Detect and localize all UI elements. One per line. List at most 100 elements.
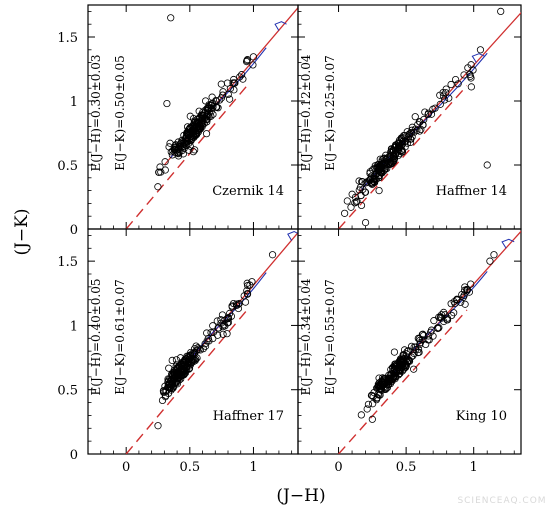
data-point bbox=[466, 70, 474, 79]
data-point bbox=[435, 324, 443, 332]
data-point bbox=[394, 139, 403, 147]
cluster-name-label: Haffner 17 bbox=[213, 409, 284, 424]
data-point bbox=[224, 318, 233, 327]
data-point bbox=[202, 130, 211, 138]
panel-1: 0 0.5 1 1.5 E(J−H)=0.30±0.03 E(J−K)=0.50±0.05… bbox=[57, 4, 299, 238]
data-point bbox=[497, 7, 505, 15]
x-tick-label: 1 bbox=[470, 460, 478, 475]
data-point bbox=[217, 319, 225, 327]
data-point bbox=[467, 61, 475, 69]
data-point bbox=[192, 342, 200, 350]
data-point bbox=[174, 144, 183, 152]
data-point bbox=[169, 147, 177, 155]
data-point bbox=[173, 365, 181, 373]
reddening-annotation: E(J−K)=0.61±0.07 bbox=[113, 279, 127, 395]
data-point bbox=[175, 372, 183, 380]
data-point bbox=[217, 94, 226, 102]
panel-frame bbox=[297, 228, 522, 455]
data-point bbox=[268, 251, 277, 259]
plot-area bbox=[338, 230, 521, 454]
data-point bbox=[380, 155, 388, 163]
data-point bbox=[461, 286, 469, 294]
data-point bbox=[442, 85, 450, 93]
data-point bbox=[395, 363, 403, 372]
data-point bbox=[403, 128, 411, 136]
y-tick-label: 0.5 bbox=[57, 384, 78, 399]
data-point bbox=[426, 328, 435, 336]
data-point bbox=[176, 140, 184, 149]
data-point bbox=[223, 330, 231, 338]
data-point bbox=[386, 158, 394, 166]
data-point bbox=[167, 14, 175, 22]
data-point bbox=[390, 152, 398, 161]
data-point bbox=[392, 372, 400, 381]
data-point bbox=[418, 336, 427, 344]
data-point bbox=[200, 115, 208, 123]
intrinsic-locus-line bbox=[338, 85, 468, 229]
data-point bbox=[155, 168, 163, 176]
isochrone-hook bbox=[287, 231, 298, 241]
data-point bbox=[187, 128, 195, 136]
data-point bbox=[399, 365, 407, 373]
data-point bbox=[223, 315, 231, 323]
data-point bbox=[351, 193, 360, 201]
data-point bbox=[375, 172, 383, 180]
data-point bbox=[186, 352, 195, 360]
data-point bbox=[419, 330, 427, 338]
data-point bbox=[436, 100, 444, 108]
data-point bbox=[230, 86, 238, 94]
data-point bbox=[351, 199, 359, 207]
data-point bbox=[363, 405, 371, 413]
data-point bbox=[182, 357, 190, 366]
data-point bbox=[174, 150, 183, 158]
x-tick-label: 0 bbox=[334, 460, 342, 475]
data-point bbox=[440, 96, 449, 104]
data-point bbox=[249, 61, 257, 69]
y-tick-label: 0.5 bbox=[57, 159, 78, 174]
data-point bbox=[420, 115, 428, 124]
data-point bbox=[421, 108, 429, 116]
data-point bbox=[387, 145, 396, 153]
data-point bbox=[405, 356, 413, 364]
data-point bbox=[203, 337, 211, 345]
data-point bbox=[248, 278, 256, 286]
data-point bbox=[172, 362, 180, 370]
data-point bbox=[417, 125, 425, 133]
data-point bbox=[461, 283, 469, 291]
data-point bbox=[227, 312, 236, 320]
y-tick-label: 1.5 bbox=[57, 255, 78, 270]
data-point bbox=[461, 300, 469, 308]
data-point bbox=[404, 347, 412, 355]
data-point bbox=[369, 400, 377, 408]
data-point bbox=[395, 359, 403, 368]
data-point bbox=[382, 151, 390, 159]
data-point bbox=[370, 177, 378, 186]
data-point bbox=[229, 299, 238, 308]
cluster-name-label: Haffner 14 bbox=[436, 184, 507, 199]
cluster-name-label: Czernik 14 bbox=[212, 184, 284, 199]
reddening-annotation: E(J−K)=0.50±0.05 bbox=[113, 55, 127, 171]
data-point bbox=[447, 80, 455, 89]
data-point bbox=[243, 279, 251, 287]
data-point bbox=[371, 162, 379, 170]
data-point bbox=[408, 126, 416, 134]
y-axis-label: (J−K) bbox=[12, 208, 32, 255]
data-point bbox=[385, 374, 393, 383]
data-point bbox=[173, 380, 181, 388]
data-point bbox=[194, 344, 202, 352]
x-axis-label: (J−H) bbox=[276, 486, 325, 506]
data-point bbox=[391, 151, 400, 159]
data-point bbox=[467, 83, 475, 91]
data-point bbox=[183, 138, 191, 146]
data-point bbox=[411, 113, 419, 121]
data-point bbox=[486, 257, 494, 265]
data-point bbox=[205, 113, 213, 121]
data-point bbox=[443, 316, 451, 324]
data-point bbox=[191, 146, 199, 154]
data-point bbox=[223, 79, 232, 87]
reddening-annotation: E(J−H)=0.34±0.04 bbox=[299, 278, 313, 395]
data-point bbox=[476, 46, 485, 54]
data-point bbox=[204, 105, 212, 113]
data-point bbox=[381, 165, 389, 173]
data-point bbox=[357, 411, 365, 419]
